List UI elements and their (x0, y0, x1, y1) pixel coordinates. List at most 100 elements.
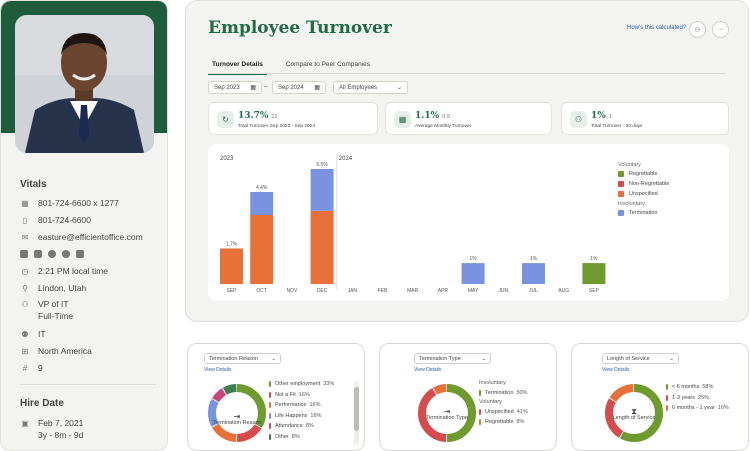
phone-row[interactable]: ▯ 801-724-6600 (20, 215, 91, 225)
legend-item[interactable]: 6 months - 1 year 16% (666, 403, 729, 414)
stat-label: Average Monthly Turnover (415, 124, 472, 129)
view-details-link[interactable]: View Details (602, 367, 630, 373)
profile-card: Vitals ▦ 801-724-6600 x 1277 ▯ 801-724-6… (0, 0, 168, 451)
legend-label: Regrettable (629, 171, 658, 177)
population-select[interactable]: All Employees ⌄ (333, 81, 408, 94)
social-links (20, 250, 84, 258)
termination-reason-legend: Other employment 33% Not a Fit 16% Performan… (269, 379, 334, 442)
legend-item[interactable]: Non-Regrettable (618, 181, 669, 187)
hourglass-icon: ⧗ (631, 407, 637, 416)
more-button[interactable]: ··· (712, 21, 729, 38)
x-tick-label: MAY (468, 288, 479, 294)
chevron-down-icon: ⌄ (669, 355, 674, 362)
twitter-icon[interactable] (34, 250, 42, 258)
legend-item[interactable]: 1-3 years 25% (666, 393, 729, 404)
number-row: # 9 (20, 363, 43, 373)
legend-item[interactable]: Attendance 8% (269, 421, 334, 432)
legend-swatch (479, 408, 481, 415)
start-date-input[interactable]: Sep 2023 ▦ (208, 81, 262, 94)
legend-item[interactable]: Performance 16% (269, 400, 334, 411)
donut-center-label: ⇥ Termination Reason (210, 413, 264, 427)
x-tick-label: DEC (317, 288, 328, 294)
stat-total-turnover: ↻ 13.7% 12 Total Turnover Sep 2023 - Sep … (208, 102, 378, 135)
legend-item[interactable]: Regrettable 8% (479, 417, 528, 428)
stat-label: Total Turnover Sep 2023 - Sep 2024 (238, 124, 316, 129)
region-row: ⊞ North America (20, 346, 92, 356)
legend-item[interactable]: Life Happens 16% (269, 411, 334, 422)
phone: 801-724-6600 (38, 215, 91, 225)
select-value: Termination Reason (209, 355, 258, 362)
legend-swatch (269, 381, 271, 388)
bar-total-label: 1% (530, 256, 538, 262)
termination-type-select[interactable]: Termination Type ⌄ (414, 353, 491, 364)
clock-icon: ◷ (21, 266, 29, 276)
view-details-link[interactable]: View Details (414, 367, 442, 373)
legend-item[interactable]: Termination 50% (479, 388, 528, 399)
tab-compare-peers[interactable]: Compare to Peer Companies (285, 61, 370, 68)
legend-item[interactable]: Unspecified (618, 191, 669, 197)
legend-percent: 16% (309, 402, 321, 409)
end-date-input[interactable]: Sep 2024 ▦ (272, 81, 326, 94)
bar-segment (250, 192, 274, 215)
legend-label: Non-Regrettable (629, 181, 670, 187)
bar-total-label: 1% (590, 256, 598, 262)
bar-segment (310, 169, 334, 211)
divider (20, 384, 156, 385)
calendar-icon: ▦ (394, 111, 411, 128)
tab-turnover-details[interactable]: Turnover Details (208, 59, 267, 75)
calendar-icon: ▦ (314, 85, 320, 91)
vitals-title: Vitals (20, 179, 47, 190)
email-icon: ✉ (21, 232, 29, 242)
scrollbar-thumb[interactable] (354, 387, 359, 431)
legend-percent: 16% (310, 412, 322, 419)
view-details-link[interactable]: View Details (204, 367, 232, 373)
length-of-service-select[interactable]: Length of Service ⌄ (602, 353, 679, 364)
phone-ext-row[interactable]: ▦ 801-724-6600 x 1277 (20, 198, 119, 208)
department-row: ⚉ IT (20, 329, 45, 339)
email-row[interactable]: ✉ easture@efficientoffice.com (20, 232, 143, 242)
legend-swatch (269, 433, 271, 440)
legend-item[interactable]: Termination (618, 210, 669, 216)
legend-label: 1-3 years (672, 394, 695, 401)
pinterest-icon[interactable] (62, 250, 70, 258)
legend-item[interactable]: Not a Fit 16% (269, 390, 334, 401)
tab-bar: Turnover Details Compare to Peer Compani… (208, 59, 374, 75)
local-time: 2:21 PM local time (38, 266, 108, 276)
legend-percent: 41% (516, 408, 528, 415)
bar-segment (461, 263, 485, 284)
donut-slice (208, 384, 266, 442)
legend-group-label: Voluntary (479, 398, 502, 405)
legend-group-label: Voluntary (618, 162, 641, 168)
legend-label: Termination (629, 210, 658, 216)
legend-item[interactable]: Other employment 33% (269, 379, 334, 390)
facebook-icon[interactable] (48, 250, 56, 258)
hash-icon: # (22, 363, 28, 373)
legend-swatch (618, 171, 624, 177)
linkedin-icon[interactable] (20, 250, 28, 258)
phone-icon: ▦ (21, 198, 29, 208)
turnover-chart-card: 2023 2024 1.7% SEP 4.4% OCT NOV 5.5% DEC JAN FEB MA… (208, 144, 729, 301)
legend-item[interactable]: Other 8% (269, 432, 334, 443)
termination-reason-select[interactable]: Termination Reason ⌄ (204, 353, 281, 364)
length-of-service-donut (605, 384, 663, 442)
termination-reason-donut (208, 384, 266, 442)
legend-label: Attendance (275, 423, 303, 430)
instagram-icon[interactable] (76, 250, 84, 258)
legend-item[interactable]: Regrettable (618, 171, 669, 177)
hire-date-row: ▣ Feb 7, 2021 3y - 8m - 9d (20, 417, 83, 441)
legend-item[interactable]: < 6 months 58% (666, 382, 729, 393)
calendar-icon: ▦ (250, 85, 256, 91)
add-person-button[interactable]: ⚇ (689, 21, 706, 38)
email: easture@efficientoffice.com (38, 232, 143, 242)
legend-swatch (618, 210, 624, 216)
how-calculated-link[interactable]: How's this calculated? (627, 25, 687, 31)
x-tick-label: MAR (407, 288, 419, 294)
legend-percent: 8% (305, 423, 314, 430)
region: North America (38, 346, 92, 356)
legend-label: Not a Fit (275, 391, 296, 398)
refresh-icon: ↻ (217, 111, 234, 128)
legend-label: Termination (485, 390, 514, 397)
legend-item[interactable]: Unspecified 41% (479, 407, 528, 418)
legend-scrollbar[interactable] (354, 381, 359, 445)
chevron-down-icon: ⌄ (481, 355, 486, 362)
